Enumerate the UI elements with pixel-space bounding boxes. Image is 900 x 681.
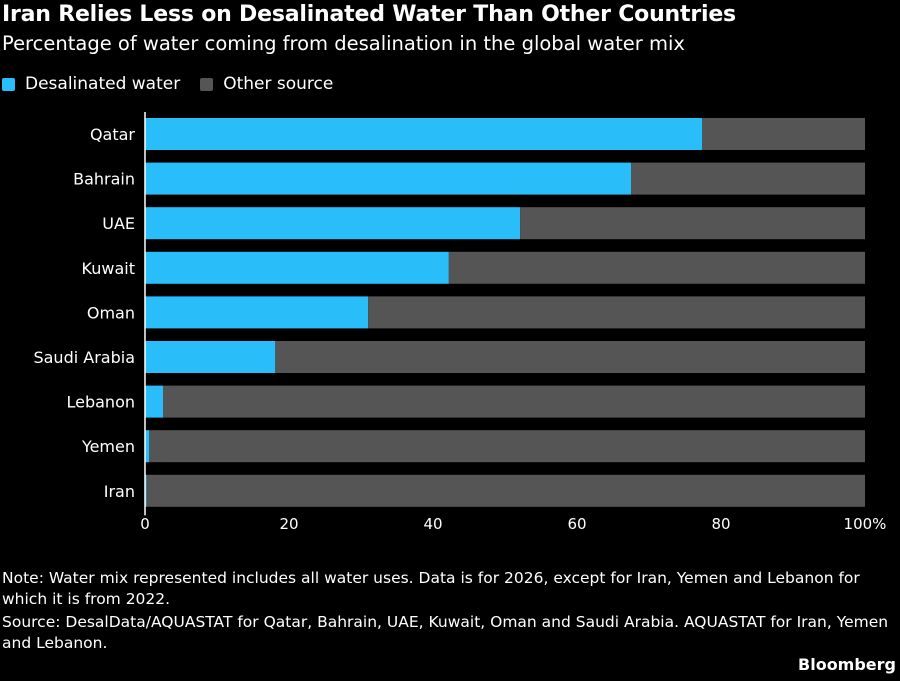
legend-label-desalinated: Desalinated water	[25, 74, 181, 94]
bar-desalinated	[145, 341, 276, 373]
category-label: UAE	[102, 214, 135, 233]
category-label: Saudi Arabia	[33, 348, 135, 367]
bloomberg-logo: Bloomberg	[798, 655, 896, 674]
category-label: Qatar	[90, 125, 135, 144]
chart-subtitle: Percentage of water coming from desalina…	[2, 32, 685, 55]
bar-other	[631, 162, 865, 195]
x-tick-label: 100%	[844, 515, 887, 533]
legend-label-other: Other source	[223, 74, 334, 94]
bar-chart: Qatar Bahrain UAE Kuwait Oman Saudi Arabia Leb…	[33, 112, 887, 533]
bar-desalinated	[145, 207, 521, 240]
legend-item-desalinated: Desalinated water	[2, 74, 180, 94]
bar-other	[520, 207, 865, 240]
category-label: Kuwait	[82, 259, 135, 278]
legend-item-other: Other source	[200, 74, 333, 94]
x-tick-label: 20	[279, 515, 298, 533]
bar-desalinated	[145, 251, 449, 284]
bar-other	[368, 296, 865, 329]
bar-desalinated	[145, 296, 369, 329]
category-label: Bahrain	[73, 170, 135, 189]
chart-title: Iran Relies Less on Desalinated Water Th…	[2, 2, 736, 27]
category-label: Iran	[104, 482, 135, 501]
bar-desalinated	[145, 162, 631, 195]
x-tick-label: 40	[423, 515, 442, 533]
category-label: Lebanon	[66, 393, 135, 412]
bar-desalinated	[145, 385, 163, 418]
x-tick-label: 80	[711, 515, 730, 533]
bar-other	[163, 385, 865, 418]
bar-other	[448, 251, 865, 284]
bar-desalinated	[145, 118, 703, 150]
chart-note: Note: Water mix represented includes all…	[2, 569, 860, 608]
bar-other	[146, 474, 865, 507]
bar-other	[275, 341, 865, 373]
category-label: Yemen	[81, 437, 135, 456]
bar-desalinated	[145, 430, 150, 463]
legend: Desalinated water Other source	[2, 74, 333, 94]
bar-other	[702, 118, 865, 150]
legend-swatch-other	[200, 77, 214, 91]
legend-swatch-desalinated	[2, 77, 15, 91]
x-tick-label: 60	[567, 515, 586, 533]
bar-other	[149, 430, 865, 463]
chart-source: Source: DesalData/AQUASTAT for Qatar, Ba…	[2, 613, 889, 652]
x-tick-label: 0	[140, 515, 150, 533]
category-label: Oman	[87, 303, 135, 322]
